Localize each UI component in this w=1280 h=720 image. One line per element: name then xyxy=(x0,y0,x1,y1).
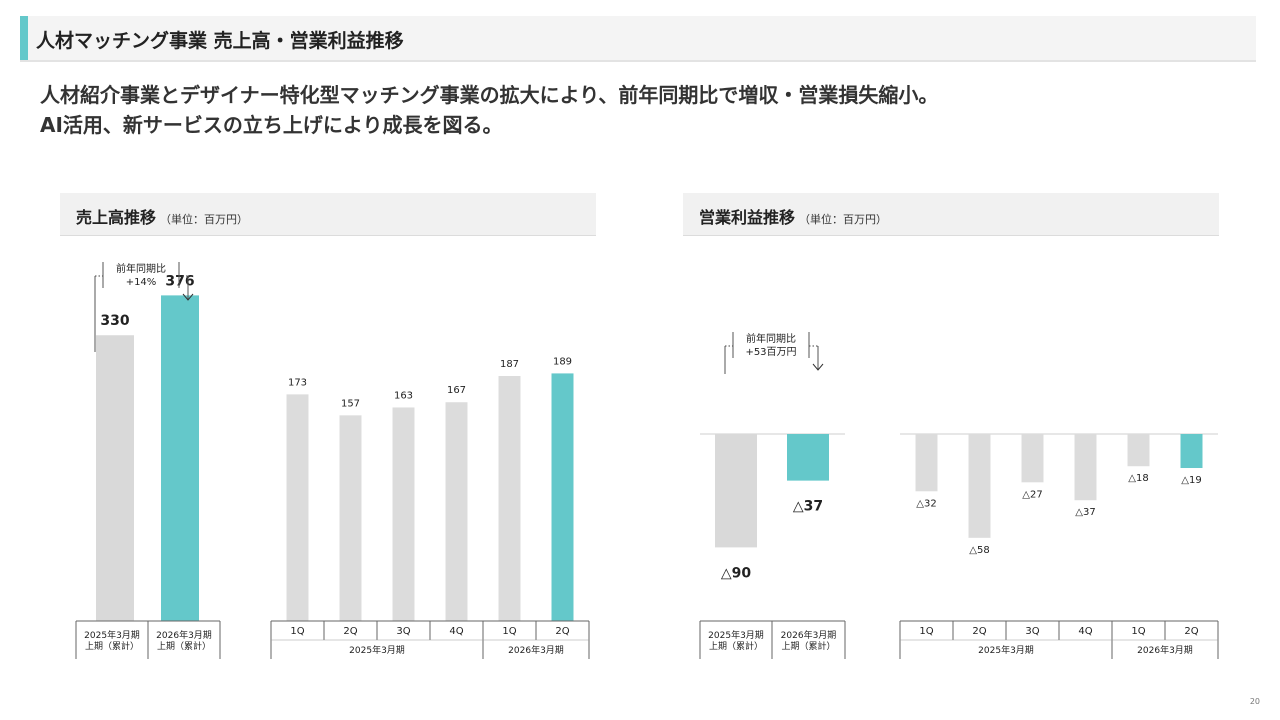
profit-fy-label-0: 2025年3月期 xyxy=(978,644,1034,656)
sales-q-cat-5: 2Q xyxy=(555,626,569,637)
profit-yoy-label-2: +53百万円 xyxy=(745,346,796,358)
profit-q-cat-2: 3Q xyxy=(1025,626,1039,637)
profit-cum-cat-2-line-1: 2026年3月期 xyxy=(781,629,837,641)
sales-yoy-label-1: 前年同期比 xyxy=(116,262,166,275)
slide-title-bar: 人材マッチング事業 売上高・営業利益推移 xyxy=(20,16,1256,62)
sales-cum-value-0: 330 xyxy=(100,313,129,329)
summary-line-1: 人材紹介事業とデザイナー特化型マッチング事業の拡大により、前年同期比で増収・営業… xyxy=(40,83,939,107)
sales-q-cat-3: 4Q xyxy=(449,626,463,637)
profit-q-value-4: △18 xyxy=(1128,473,1148,484)
profit-q-value-1: △58 xyxy=(969,545,989,556)
profit-q-value-2: △27 xyxy=(1022,489,1042,500)
profit-q-value-0: △32 xyxy=(916,498,936,509)
sales-q-value-5: 189 xyxy=(553,356,572,367)
slide-title: 人材マッチング事業 売上高・営業利益推移 xyxy=(36,30,404,52)
profit-cum-value-0: △90 xyxy=(721,565,752,581)
profit-q-bar-5 xyxy=(1180,434,1203,469)
sales-cum-cat-1-line-2: 上期（累計） xyxy=(85,640,139,652)
profit-cum-cat-1-line-1: 2025年3月期 xyxy=(708,629,764,641)
profit-cum-cat-2-line-2: 上期（累計） xyxy=(781,640,835,652)
profit-q-cat-4: 1Q xyxy=(1131,626,1145,637)
sales-q-bar-1 xyxy=(339,415,362,621)
summary-line-2: AI活用、新サービスの立ち上げにより成長を図る。 xyxy=(40,113,503,137)
profit-fy-label-1: 2026年3月期 xyxy=(1137,644,1193,656)
profit-q-value-5: △19 xyxy=(1181,475,1201,486)
profit-q-bar-4 xyxy=(1127,434,1150,467)
sales-yoy-label-2: +14% xyxy=(126,277,157,288)
sales-q-bar-3 xyxy=(445,402,468,621)
profit-q-value-3: △37 xyxy=(1075,507,1095,518)
sales-q-bar-4 xyxy=(498,376,521,621)
profit-q-cat-1: 2Q xyxy=(972,626,986,637)
profit-yoy-label-1: 前年同期比 xyxy=(746,332,796,345)
sales-q-value-2: 163 xyxy=(394,390,413,401)
profit-q-bar-2 xyxy=(1021,434,1044,483)
sales-panel-header: 売上高推移 （単位：百万円） xyxy=(60,193,596,236)
sales-q-value-4: 187 xyxy=(500,359,519,370)
sales-q-cat-0: 1Q xyxy=(290,626,304,637)
sales-q-bar-5 xyxy=(551,373,574,621)
sales-q-cat-2: 3Q xyxy=(396,626,410,637)
profit-cum-cat-1-line-2: 上期（累計） xyxy=(709,640,763,652)
sales-fy-label-1: 2026年3月期 xyxy=(508,644,564,656)
summary-text: 人材紹介事業とデザイナー特化型マッチング事業の拡大により、前年同期比で増収・営業… xyxy=(40,80,938,140)
profit-panel-header: 営業利益推移 （単位：百万円） xyxy=(683,193,1219,236)
sales-cum-bar-0 xyxy=(96,335,134,621)
sales-q-value-0: 173 xyxy=(288,377,307,388)
profit-cum-bar-0 xyxy=(715,434,757,548)
sales-cum-bar-1 xyxy=(161,295,199,621)
profit-q-cat-3: 4Q xyxy=(1078,626,1092,637)
profit-q-cat-0: 1Q xyxy=(919,626,933,637)
profit-cum-value-1: △37 xyxy=(793,499,823,515)
sales-cum-cat-2-line-2: 上期（累計） xyxy=(157,640,211,652)
profit-q-bar-3 xyxy=(1074,434,1097,501)
sales-chart-unit: （単位：百万円） xyxy=(160,213,249,226)
profit-chart-title: 営業利益推移 xyxy=(699,208,796,227)
title-accent-bar xyxy=(20,16,28,60)
sales-q-cat-1: 2Q xyxy=(343,626,357,637)
sales-q-value-3: 167 xyxy=(447,385,466,396)
profit-q-cat-5: 2Q xyxy=(1184,626,1198,637)
sales-cum-cat-2-line-1: 2026年3月期 xyxy=(156,629,212,641)
profit-chart-unit: （単位：百万円） xyxy=(799,213,888,226)
profit-q-bar-1 xyxy=(968,434,991,538)
sales-q-bar-2 xyxy=(392,407,415,621)
sales-q-bar-0 xyxy=(286,394,309,621)
sales-cum-value-1: 376 xyxy=(165,273,194,289)
profit-cum-bar-1 xyxy=(787,434,829,481)
sales-fy-label-0: 2025年3月期 xyxy=(349,644,405,656)
sales-q-cat-4: 1Q xyxy=(502,626,516,637)
profit-yoy-arrow xyxy=(812,363,824,371)
sales-chart-title: 売上高推移 xyxy=(76,208,157,227)
sales-q-value-1: 157 xyxy=(341,398,360,409)
profit-q-bar-0 xyxy=(915,434,938,492)
sales-cum-cat-1-line-1: 2025年3月期 xyxy=(84,629,140,641)
sales-yoy-arrow xyxy=(182,293,194,301)
page-number: 20 xyxy=(1249,697,1260,706)
